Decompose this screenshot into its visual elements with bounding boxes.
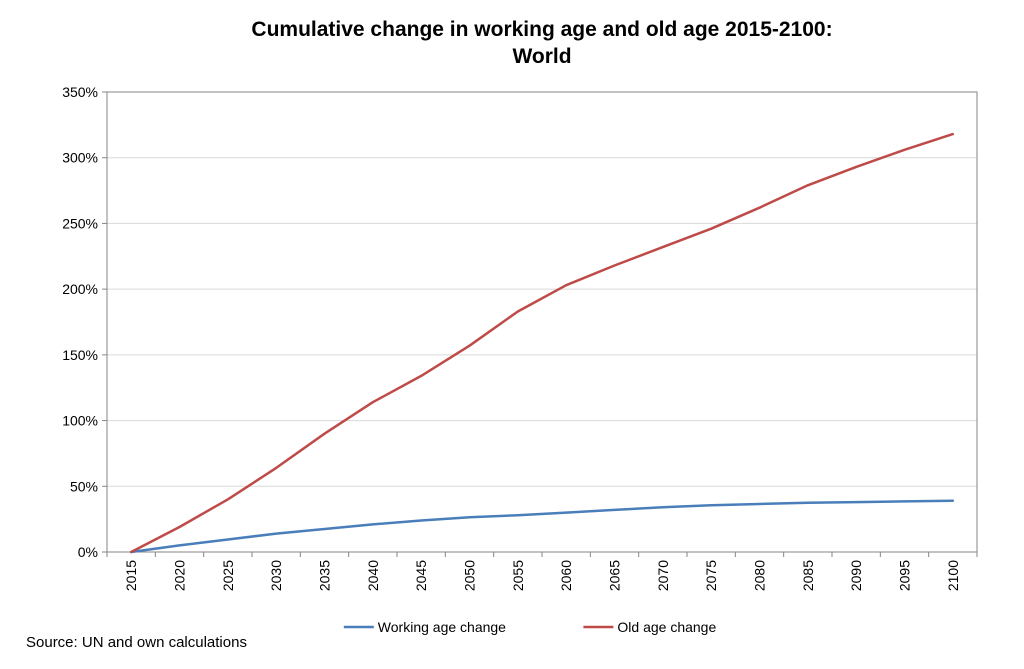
x-tick-label: 2080 xyxy=(752,560,768,591)
x-tick-label: 2065 xyxy=(607,560,623,591)
x-tick-label: 2070 xyxy=(655,560,671,591)
legend-label-old-age-change: Old age change xyxy=(617,619,716,635)
x-tick-label: 2055 xyxy=(510,560,526,591)
y-tick-label: 50% xyxy=(70,478,98,494)
x-tick-label: 2095 xyxy=(897,560,913,591)
x-tick-label: 2025 xyxy=(220,560,236,591)
series-line-working-age-change xyxy=(129,499,955,554)
y-tick-label: 100% xyxy=(62,413,98,429)
series-layer xyxy=(129,132,955,554)
chart-subtitle: World xyxy=(512,45,572,68)
x-tick-label: 2040 xyxy=(365,560,381,591)
y-tick-label: 300% xyxy=(62,150,98,166)
chart-title: Cumulative change in working age and old… xyxy=(251,18,833,41)
x-tick-label: 2100 xyxy=(945,560,961,591)
y-axis: 0% 50% 100% 150% 200% 250% 300% 350% xyxy=(62,84,107,560)
x-tick-label: 2020 xyxy=(172,560,188,591)
plot-frame xyxy=(106,91,978,553)
x-axis: 2015 2020 2025 2030 2035 2040 2045 2050 2055 2060… xyxy=(106,552,978,591)
chart-title-block: Cumulative change in working age and old… xyxy=(107,16,977,70)
y-tick-label: 0% xyxy=(78,544,98,560)
y-tick-label: 200% xyxy=(62,281,98,297)
y-tick-label: 250% xyxy=(62,215,98,231)
source-note: Source: UN and own calculations xyxy=(26,634,247,651)
y-tick-label: 350% xyxy=(62,84,98,100)
x-tick-label: 2060 xyxy=(558,560,574,591)
x-tick-label: 2030 xyxy=(268,560,284,591)
x-tick-label: 2035 xyxy=(317,560,333,591)
x-tick-label: 2090 xyxy=(848,560,864,591)
x-tick-label: 2075 xyxy=(703,560,719,591)
y-tick-label: 150% xyxy=(62,347,98,363)
x-tick-label: 2085 xyxy=(800,560,816,591)
legend-label-working-age-change: Working age change xyxy=(378,619,506,635)
x-tick-label: 2050 xyxy=(462,560,478,591)
gridlines xyxy=(107,157,977,487)
legend: Working age change Old age change xyxy=(343,619,716,635)
x-tick-label: 2045 xyxy=(413,560,429,591)
series-line-old-age-change xyxy=(129,132,955,554)
x-tick-label: 2015 xyxy=(123,560,139,591)
